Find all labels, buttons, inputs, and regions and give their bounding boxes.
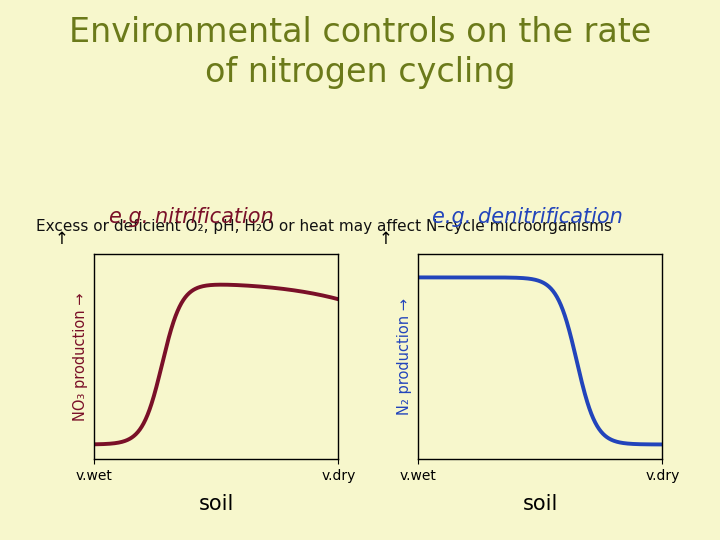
Text: Environmental controls on the rate
of nitrogen cycling: Environmental controls on the rate of ni… bbox=[69, 16, 651, 89]
Text: e.g. denitrification: e.g. denitrification bbox=[432, 207, 624, 227]
Y-axis label: N₂ production →: N₂ production → bbox=[397, 298, 412, 415]
Y-axis label: NO₃ production →: NO₃ production → bbox=[73, 292, 88, 421]
X-axis label: soil: soil bbox=[198, 494, 234, 514]
Text: e.g. nitrification: e.g. nitrification bbox=[109, 207, 274, 227]
Text: ↑: ↑ bbox=[54, 231, 68, 248]
X-axis label: soil: soil bbox=[522, 494, 558, 514]
Text: Excess or deficient O₂, pH, H₂O or heat may affect N–cycle microorganisms: Excess or deficient O₂, pH, H₂O or heat … bbox=[36, 219, 612, 234]
Text: ↑: ↑ bbox=[378, 231, 392, 248]
